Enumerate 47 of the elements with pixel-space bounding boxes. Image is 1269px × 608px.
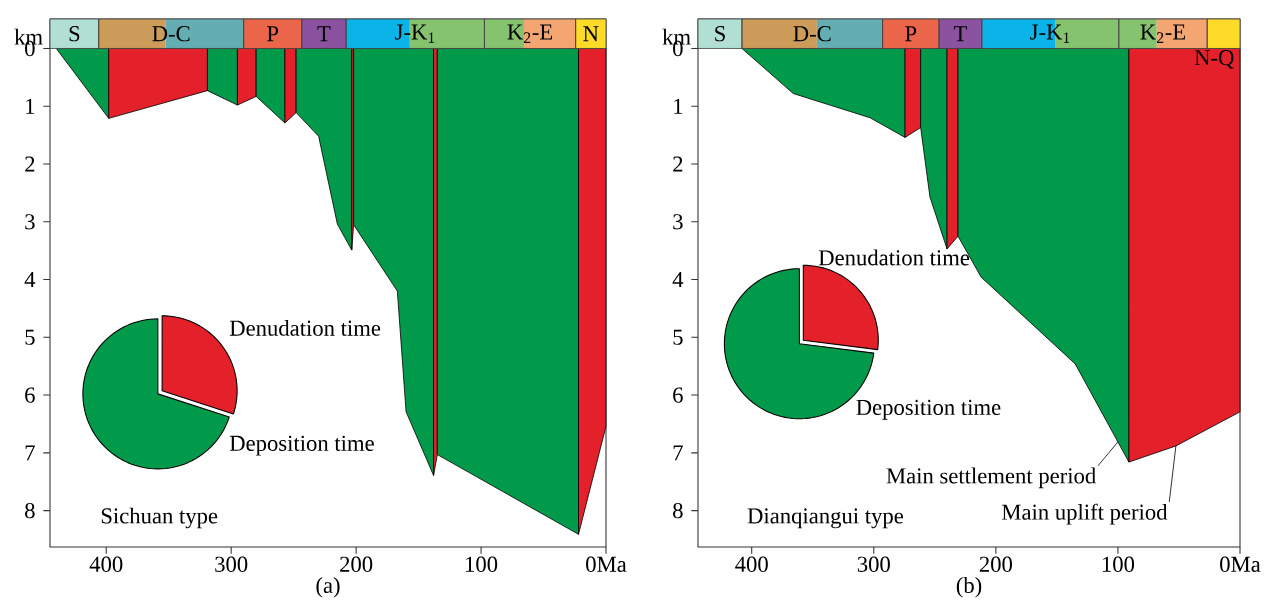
y-tick-label: 6 (673, 387, 683, 403)
annotation: Main settlement period (886, 467, 1096, 489)
slice-label: Deposition time (856, 399, 1001, 420)
y-tick-label: 4 (672, 272, 684, 287)
slice-label: Deposition time (229, 435, 374, 456)
x-tick-label: 200 (979, 556, 1012, 572)
text: Dianqiangui type (747, 508, 904, 529)
band-label: S (715, 26, 725, 42)
x-tick-label: 0Ma (586, 556, 627, 572)
y-tick-label: 5 (25, 329, 35, 345)
y-tick-label: 3 (673, 214, 683, 230)
x-axis-title: (a) (316, 577, 340, 598)
text: Sichuan type (101, 507, 218, 529)
band-label: P (905, 26, 917, 42)
x-tick-label: 100 (1102, 556, 1135, 572)
x-tick-label: 200 (340, 556, 373, 572)
y-tick-label: 7 (25, 445, 35, 461)
x-tick-label: 300 (857, 556, 890, 572)
band-label: T (953, 26, 967, 42)
band-label: N-Q (1194, 50, 1234, 69)
x-axis-title: (b) (956, 577, 982, 598)
x-tick-label: 400 (89, 556, 123, 572)
y-tick-label: 8 (25, 502, 35, 519)
y-tick-label: 8 (673, 502, 683, 519)
band-label: T (317, 26, 331, 42)
slice-label: Denudation time (229, 319, 381, 336)
y-tick-label: 2 (673, 156, 683, 172)
x-tick-label: 400 (735, 556, 768, 572)
annotation: Main uplift period (1001, 503, 1168, 525)
band-label: K$_{2}$-E (507, 24, 553, 43)
x-tick-label: 100 (466, 556, 498, 572)
y-tick-label: 5 (673, 329, 683, 345)
y-tick-label: 2 (25, 156, 35, 172)
y-tick-label: 1 (674, 98, 683, 114)
band-label: P (267, 26, 279, 42)
y-tick-label: 6 (25, 387, 35, 403)
y-tick-label: 3 (25, 214, 35, 230)
band-label: N (583, 26, 599, 42)
y-tick-label: 7 (673, 445, 683, 461)
y-tick-label: 4 (24, 272, 36, 287)
band-label: S (69, 26, 80, 42)
x-tick-label: 300 (215, 556, 248, 572)
slice-label: Denudation time (818, 249, 970, 266)
x-tick-label: 0Ma (1220, 556, 1261, 572)
band-label: K$_{2}$-E (1140, 24, 1186, 43)
y-tick-label: 1 (26, 98, 35, 114)
band-label: D-C (793, 26, 831, 42)
